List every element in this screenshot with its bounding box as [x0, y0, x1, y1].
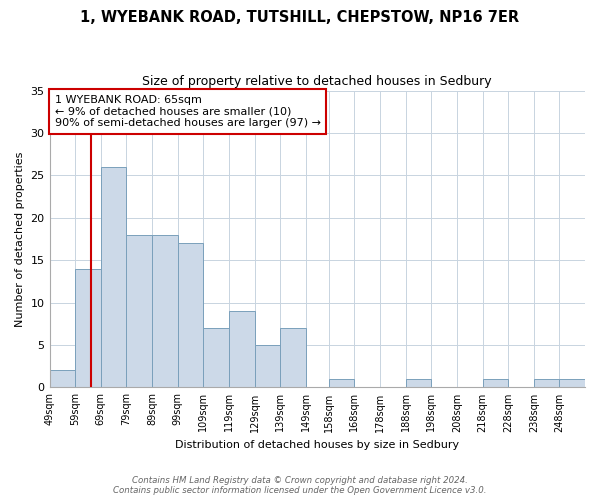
Title: Size of property relative to detached houses in Sedbury: Size of property relative to detached ho…: [142, 75, 492, 88]
Y-axis label: Number of detached properties: Number of detached properties: [15, 152, 25, 326]
Bar: [329, 379, 355, 388]
Bar: [406, 379, 431, 388]
Bar: [152, 235, 178, 388]
Bar: [254, 345, 280, 388]
Bar: [203, 328, 229, 388]
Text: 1, WYEBANK ROAD, TUTSHILL, CHEPSTOW, NP16 7ER: 1, WYEBANK ROAD, TUTSHILL, CHEPSTOW, NP1…: [80, 10, 520, 25]
Bar: [178, 243, 203, 388]
Bar: [50, 370, 75, 388]
Bar: [559, 379, 585, 388]
Bar: [482, 379, 508, 388]
Bar: [75, 268, 101, 388]
Bar: [127, 235, 152, 388]
X-axis label: Distribution of detached houses by size in Sedbury: Distribution of detached houses by size …: [175, 440, 460, 450]
Bar: [280, 328, 306, 388]
Text: Contains HM Land Registry data © Crown copyright and database right 2024.
Contai: Contains HM Land Registry data © Crown c…: [113, 476, 487, 495]
Bar: [101, 167, 127, 388]
Bar: [229, 311, 254, 388]
Text: 1 WYEBANK ROAD: 65sqm
← 9% of detached houses are smaller (10)
90% of semi-detac: 1 WYEBANK ROAD: 65sqm ← 9% of detached h…: [55, 95, 321, 128]
Bar: [534, 379, 559, 388]
